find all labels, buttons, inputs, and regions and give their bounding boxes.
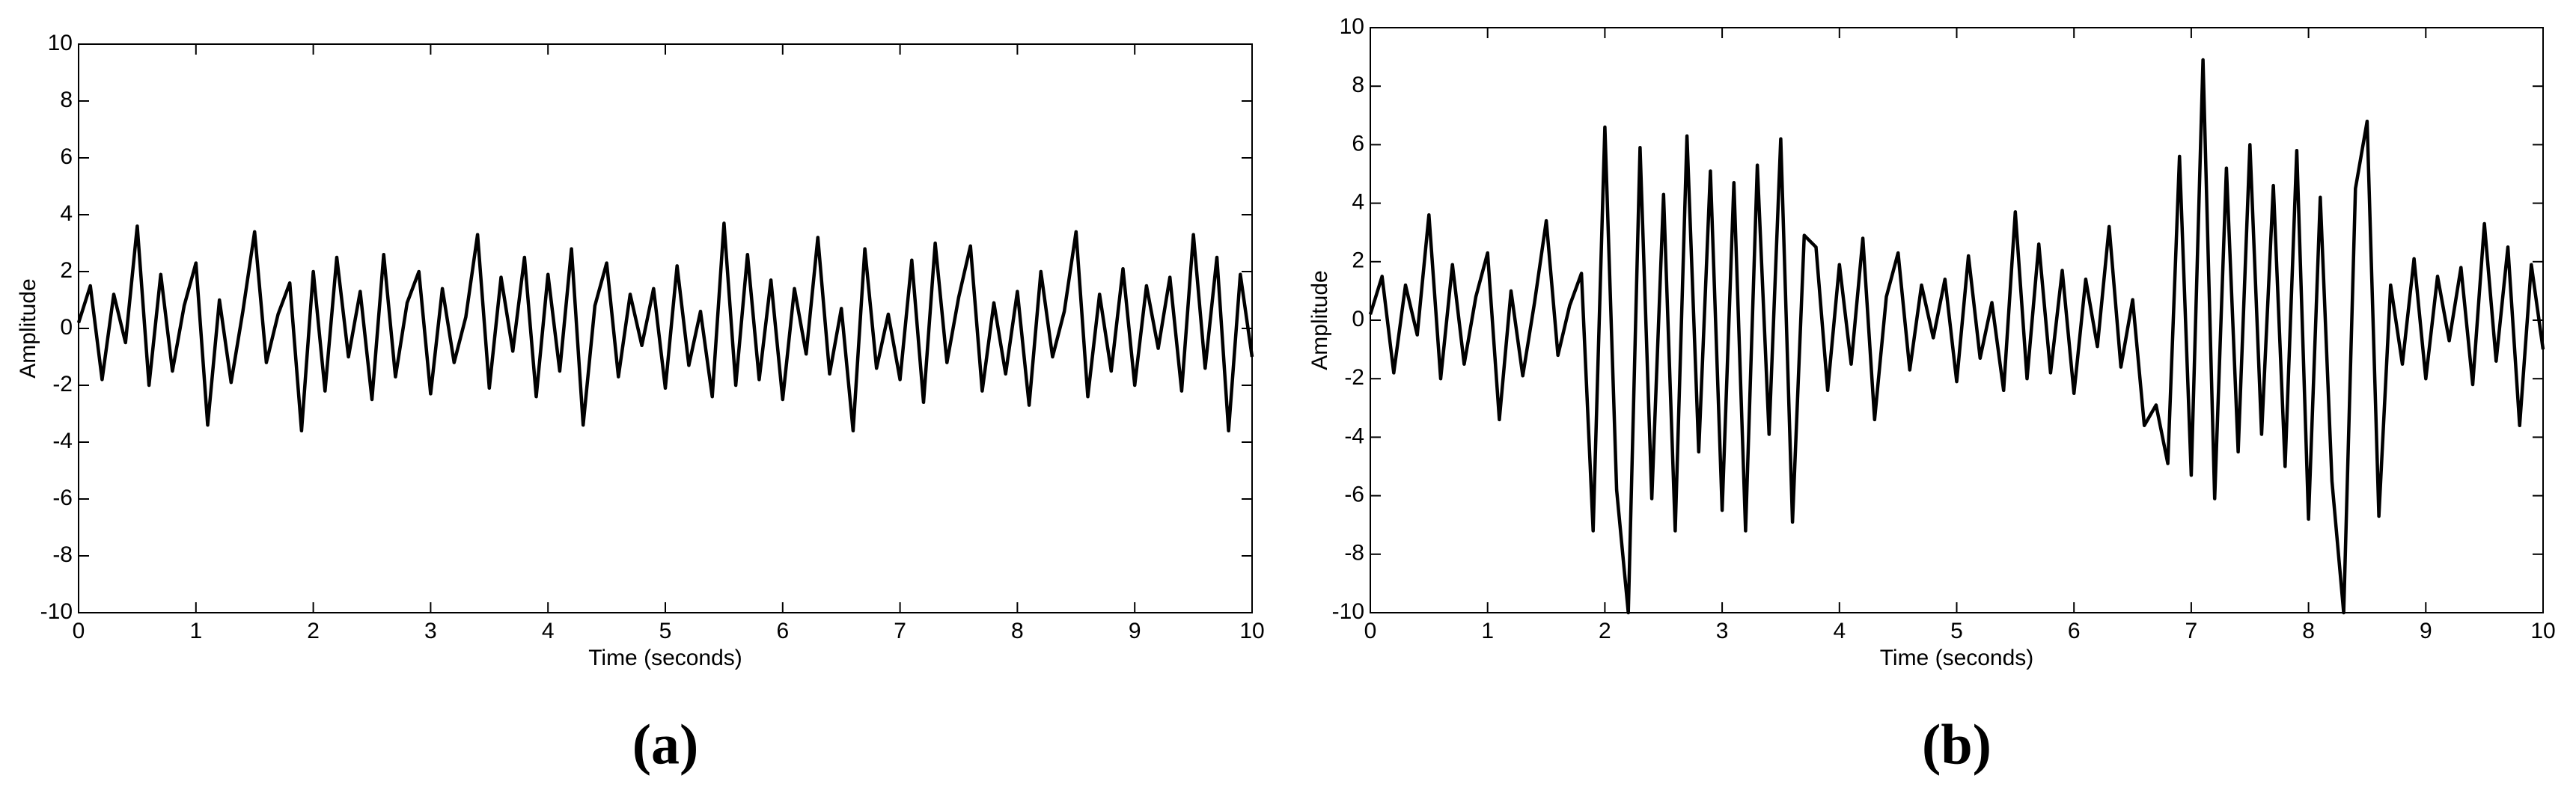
y-axis-label: Amplitude [1307,270,1332,370]
y-tick-label: 4 [60,201,73,226]
y-tick-label: -6 [52,486,73,510]
x-tick-label: 0 [73,619,85,643]
caption: (a) [632,713,699,776]
x-tick-label: 6 [2068,619,2081,643]
x-axis-label: Time (seconds) [588,646,742,670]
y-tick-label: -8 [1344,541,1364,566]
x-tick-label: 10 [1239,619,1264,643]
x-tick-label: 5 [1950,619,1963,643]
y-axis-label: Amplitude [16,278,40,378]
x-tick-label: 2 [1599,619,1611,643]
y-tick-label: -2 [1344,365,1364,390]
x-axis-label: Time (seconds) [1880,646,2034,670]
x-tick-label: 3 [424,619,437,643]
y-tick-label: 0 [1352,307,1364,331]
x-tick-label: 1 [1481,619,1494,643]
y-tick-label: 10 [48,31,73,55]
x-tick-label: 6 [776,619,789,643]
y-tick-label: 0 [60,315,73,340]
x-tick-label: 2 [307,619,320,643]
x-tick-label: 3 [1716,619,1729,643]
y-tick-label: 6 [60,144,73,169]
x-tick-label: 8 [2302,619,2315,643]
x-tick-label: 4 [542,619,555,643]
x-tick-label: 1 [189,619,202,643]
y-tick-label: -4 [52,429,73,453]
x-tick-label: 4 [1833,619,1846,643]
y-tick-label: 2 [1352,248,1364,273]
y-tick-label: -2 [52,372,73,397]
y-tick-label: -6 [1344,483,1364,507]
signal-line [1368,58,2545,615]
y-tick-label: -4 [1344,423,1364,448]
signal-line [76,221,1254,433]
plot-area [79,44,1252,613]
y-tick-label: 8 [60,88,73,112]
plot-area [1370,28,2543,613]
x-tick-label: 5 [659,619,672,643]
y-tick-label: -8 [52,542,73,567]
x-tick-label: 9 [1129,619,1141,643]
y-tick-label: 8 [1352,73,1364,97]
y-tick-label: -10 [40,599,73,624]
x-tick-label: 7 [894,619,906,643]
caption: (b) [1922,713,1991,776]
x-tick-label: 8 [1011,619,1024,643]
x-tick-label: 0 [1364,619,1377,643]
y-tick-label: 2 [60,258,73,283]
x-tick-label: 7 [2185,619,2198,643]
x-tick-label: 9 [2420,619,2432,643]
y-tick-label: -10 [1332,599,1364,624]
x-tick-label: 10 [2530,619,2555,643]
y-tick-label: 4 [1352,190,1364,215]
y-tick-label: 6 [1352,131,1364,156]
y-tick-label: 10 [1340,14,1364,39]
